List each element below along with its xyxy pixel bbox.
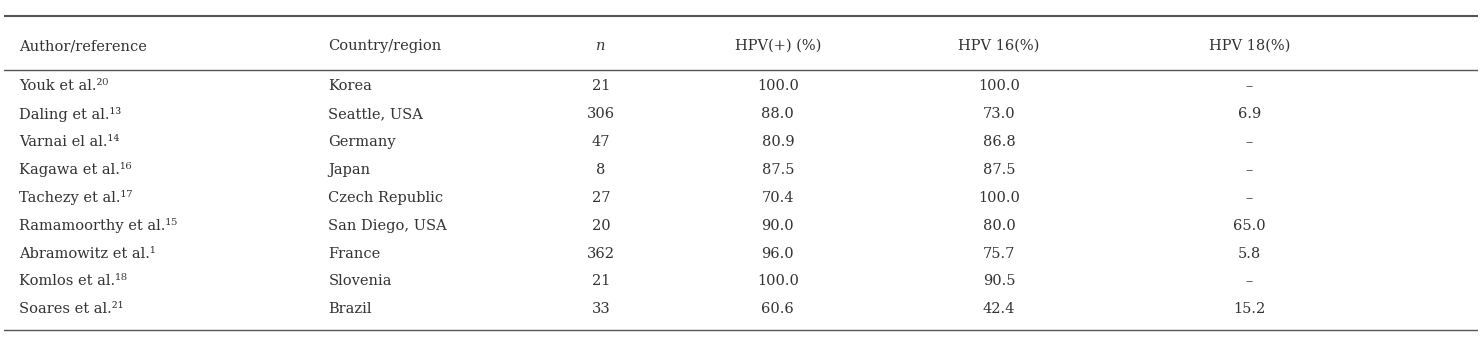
Text: San Diego, USA: San Diego, USA bbox=[329, 219, 448, 233]
Text: n: n bbox=[596, 39, 606, 53]
Text: Seattle, USA: Seattle, USA bbox=[329, 107, 424, 121]
Text: 80.0: 80.0 bbox=[983, 219, 1015, 233]
Text: Kagawa et al.¹⁶: Kagawa et al.¹⁶ bbox=[19, 162, 132, 178]
Text: Soares et al.²¹: Soares et al.²¹ bbox=[19, 302, 123, 316]
Text: HPV 18(%): HPV 18(%) bbox=[1209, 39, 1291, 53]
Text: Youk et al.²⁰: Youk et al.²⁰ bbox=[19, 79, 108, 94]
Text: 27: 27 bbox=[591, 191, 611, 205]
Text: 362: 362 bbox=[587, 247, 615, 260]
Text: 21: 21 bbox=[591, 79, 611, 94]
Text: 73.0: 73.0 bbox=[983, 107, 1015, 121]
Text: –: – bbox=[1246, 163, 1254, 177]
Text: 5.8: 5.8 bbox=[1237, 247, 1261, 260]
Text: Varnai el al.¹⁴: Varnai el al.¹⁴ bbox=[19, 135, 119, 149]
Text: 100.0: 100.0 bbox=[757, 79, 799, 94]
Text: 100.0: 100.0 bbox=[978, 191, 1020, 205]
Text: Komlos et al.¹⁸: Komlos et al.¹⁸ bbox=[19, 275, 127, 288]
Text: 47: 47 bbox=[591, 135, 611, 149]
Text: Brazil: Brazil bbox=[329, 302, 372, 316]
Text: HPV(+) (%): HPV(+) (%) bbox=[735, 39, 821, 53]
Text: 20: 20 bbox=[591, 219, 611, 233]
Text: 33: 33 bbox=[591, 302, 611, 316]
Text: 70.4: 70.4 bbox=[762, 191, 794, 205]
Text: –: – bbox=[1246, 79, 1254, 94]
Text: 87.5: 87.5 bbox=[983, 163, 1015, 177]
Text: Germany: Germany bbox=[329, 135, 396, 149]
Text: 21: 21 bbox=[591, 275, 611, 288]
Text: 87.5: 87.5 bbox=[762, 163, 794, 177]
Text: –: – bbox=[1246, 191, 1254, 205]
Text: Abramowitz et al.¹: Abramowitz et al.¹ bbox=[19, 247, 156, 260]
Text: Author/reference: Author/reference bbox=[19, 39, 147, 53]
Text: Ramamoorthy et al.¹⁵: Ramamoorthy et al.¹⁵ bbox=[19, 218, 178, 233]
Text: 15.2: 15.2 bbox=[1233, 302, 1266, 316]
Text: France: France bbox=[329, 247, 381, 260]
Text: Czech Republic: Czech Republic bbox=[329, 191, 443, 205]
Text: 86.8: 86.8 bbox=[983, 135, 1015, 149]
Text: 100.0: 100.0 bbox=[757, 275, 799, 288]
Text: Korea: Korea bbox=[329, 79, 372, 94]
Text: 60.6: 60.6 bbox=[762, 302, 794, 316]
Text: –: – bbox=[1246, 135, 1254, 149]
Text: Slovenia: Slovenia bbox=[329, 275, 391, 288]
Text: 306: 306 bbox=[587, 107, 615, 121]
Text: 6.9: 6.9 bbox=[1237, 107, 1261, 121]
Text: 80.9: 80.9 bbox=[762, 135, 794, 149]
Text: 90.0: 90.0 bbox=[762, 219, 794, 233]
Text: 75.7: 75.7 bbox=[983, 247, 1015, 260]
Text: Japan: Japan bbox=[329, 163, 370, 177]
Text: 8: 8 bbox=[596, 163, 606, 177]
Text: Country/region: Country/region bbox=[329, 39, 442, 53]
Text: Daling et al.¹³: Daling et al.¹³ bbox=[19, 107, 122, 122]
Text: 65.0: 65.0 bbox=[1233, 219, 1266, 233]
Text: 90.5: 90.5 bbox=[983, 275, 1015, 288]
Text: 88.0: 88.0 bbox=[762, 107, 794, 121]
Text: 100.0: 100.0 bbox=[978, 79, 1020, 94]
Text: 96.0: 96.0 bbox=[762, 247, 794, 260]
Text: HPV 16(%): HPV 16(%) bbox=[959, 39, 1039, 53]
Text: 42.4: 42.4 bbox=[983, 302, 1015, 316]
Text: –: – bbox=[1246, 275, 1254, 288]
Text: Tachezy et al.¹⁷: Tachezy et al.¹⁷ bbox=[19, 190, 132, 205]
